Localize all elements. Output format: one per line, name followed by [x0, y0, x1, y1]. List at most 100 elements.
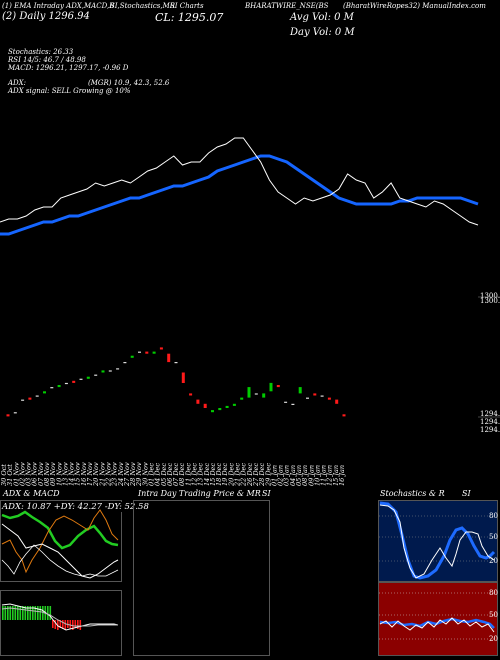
price-scale-bottom-1: 1294.37 — [480, 410, 500, 418]
macd-hist-bar — [54, 620, 57, 629]
rsi-white-line — [379, 617, 495, 633]
date-tick-label: 05 Jan — [295, 465, 303, 486]
date-tick-label: 18 Dec — [215, 463, 223, 486]
candle — [232, 403, 236, 406]
date-tick-label: 27 Dec — [252, 463, 260, 487]
rsi-panel — [378, 582, 498, 656]
date-tick-label: 28 Dec — [258, 463, 266, 487]
daily-price: (2) Daily 1296.94 — [2, 11, 90, 22]
adx-orange-line — [1, 509, 119, 574]
date-tick-label: 05 Dec — [160, 463, 168, 486]
macd-hist-bar — [37, 606, 39, 620]
macd-hist-bar — [22, 606, 24, 620]
candle — [247, 387, 251, 398]
candle — [327, 397, 331, 400]
macd-hist-bar — [4, 606, 7, 620]
date-tick-label: 02 Jan — [277, 465, 285, 486]
candle — [284, 401, 288, 403]
candle — [320, 395, 324, 397]
date-tick-label: 31 Oct — [6, 464, 14, 486]
adx-white-line-2 — [1, 544, 119, 577]
stoch-panel-title: Stochastics & R — [380, 489, 445, 498]
macd-hist-bar — [62, 620, 64, 629]
date-tick-label: 16 Nov — [80, 462, 88, 486]
candle — [79, 378, 83, 380]
date-tick-label: 21 Nov — [98, 462, 106, 487]
moving-average-line — [0, 154, 479, 236]
macd-hist-bar — [32, 606, 34, 620]
macd-hist-bar — [49, 606, 52, 620]
date-tick-label: 21 Dec — [234, 463, 242, 487]
macd-hist-bar — [34, 606, 37, 620]
candle — [291, 403, 295, 405]
date-tick-label: 01 Nov — [12, 462, 20, 486]
macd-hist-bar — [19, 606, 22, 620]
macd-hist-bar — [17, 606, 19, 620]
date-tick-label: 11 Jan — [320, 465, 328, 486]
candle — [262, 393, 266, 398]
date-tick-label: 10 Nov — [55, 462, 63, 486]
adx-panel-values: ADX: 10.87 +DY: 42.27 -DY: 52.58 — [2, 502, 149, 512]
candle — [298, 387, 302, 394]
price-line — [0, 137, 479, 226]
date-tick-label: 14 Nov — [68, 462, 76, 486]
date-tick-label: 29 Nov — [135, 462, 143, 487]
date-tick-label: 12 Jan — [326, 465, 334, 486]
adx-green-line — [1, 510, 119, 550]
date-tick-label: 03 Jan — [283, 465, 291, 486]
header-line1-mid: SI,Stochastics,MR — [110, 2, 176, 10]
macd-panel — [0, 590, 122, 656]
price-scale-bottom-2: 1294.37 — [480, 418, 500, 426]
date-tick-label: 07 Nov — [37, 462, 45, 486]
stoch-readout: Stochastics: 26.33 — [8, 48, 74, 56]
date-tick-label: 02 Nov — [18, 462, 26, 486]
macd-hist-bar — [29, 606, 32, 620]
close-price: CL: 1295.07 — [155, 11, 224, 24]
macd-hist-bar — [12, 606, 14, 620]
macd-hist-bar — [2, 606, 4, 620]
macd-readout: MACD: 1296.21, 1297.17, -0.96 D — [8, 64, 129, 72]
stoch-panel-title-2: SI — [462, 489, 471, 498]
candle — [145, 351, 149, 354]
rsi-readout: RSI 14/5: 46.7 / 48.98 — [8, 56, 86, 64]
candle — [28, 397, 32, 400]
macd-hist-bar — [79, 620, 82, 630]
date-tick-label: 04 Jan — [289, 465, 297, 486]
date-tick-label: 29 Dec — [264, 463, 272, 487]
macd-hist-bar — [7, 606, 9, 620]
adx-label: ADX: — [8, 79, 27, 87]
date-tick-label: 30 Nov — [141, 462, 149, 486]
adx-signal: ADX signal: SELL Growing @ 10% — [8, 87, 131, 95]
candle — [21, 399, 25, 401]
date-tick-label: 14 Dec — [203, 463, 211, 486]
date-tick-label: 23 Nov — [111, 462, 119, 487]
candle — [13, 412, 17, 414]
macd-hist-bar — [14, 606, 17, 620]
intraday-panel-title: Intra Day Trading Price & MR — [138, 489, 261, 498]
candle — [64, 382, 68, 385]
stoch-d-line — [379, 504, 495, 579]
day-vol: Day Vol: 0 M — [290, 27, 355, 38]
date-tick-label: 04 Dec — [154, 463, 162, 486]
date-tick-label: 28 Nov — [129, 462, 137, 487]
avg-vol: Avg Vol: 0 M — [290, 12, 354, 23]
header-line1-right: BHARATWIRE_NSE(BS — [245, 2, 329, 10]
date-tick-label: 08 Nov — [43, 462, 51, 486]
macd-line — [1, 603, 119, 631]
candle — [313, 393, 317, 396]
date-tick-label: 16 Jan — [338, 465, 346, 486]
intraday-panel — [133, 500, 270, 656]
macd-hist-bar — [72, 620, 74, 630]
adx-values: (MGR) 10.9, 42.3, 52.6 — [88, 79, 170, 87]
date-tick-label: 20 Dec — [227, 463, 235, 487]
date-tick-label: 13 Nov — [62, 462, 70, 486]
date-tick-label: 24 Nov — [117, 462, 125, 487]
price-scale-top: 1300.11 — [480, 292, 500, 300]
candle — [35, 395, 39, 397]
candle — [218, 408, 222, 411]
date-tick-label: 11 Dec — [184, 463, 192, 486]
candle — [57, 385, 61, 388]
candle — [72, 380, 76, 383]
candle — [94, 374, 98, 376]
